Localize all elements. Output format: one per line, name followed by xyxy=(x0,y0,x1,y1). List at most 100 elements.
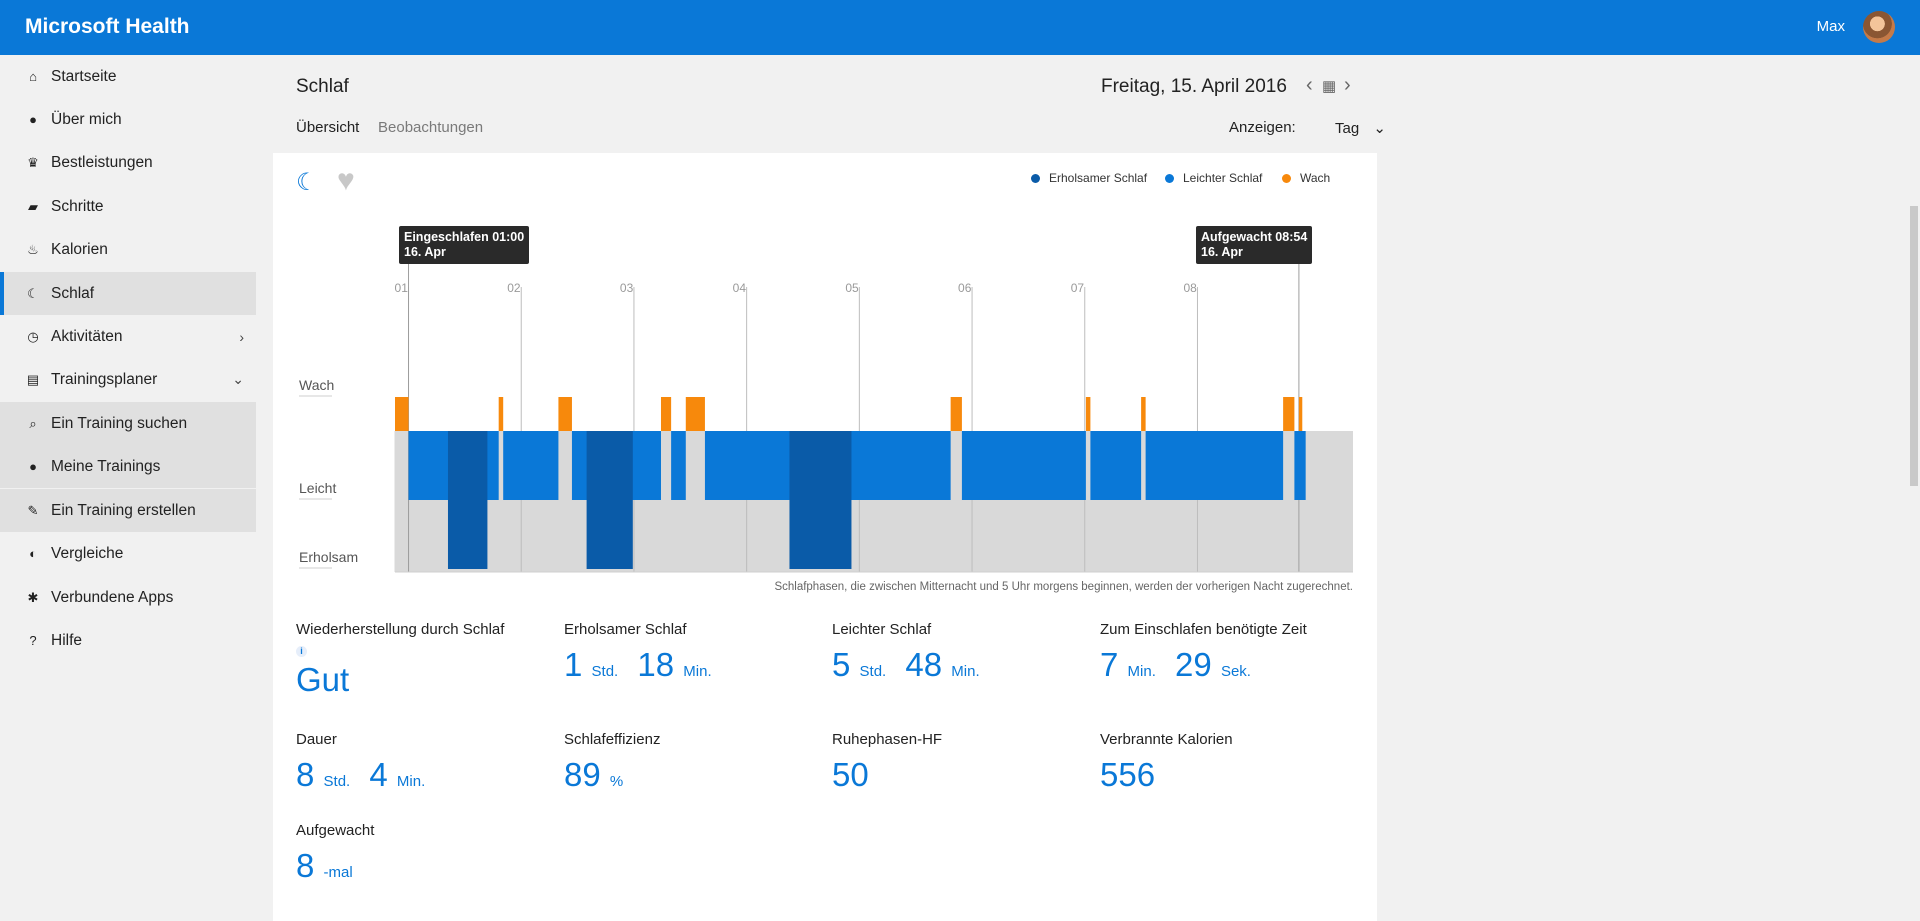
heart-icon[interactable]: ♥ xyxy=(337,164,355,197)
shoe-icon: ▰ xyxy=(28,198,38,214)
search-icon: ⌕ xyxy=(29,415,37,431)
home-icon: ⌂ xyxy=(29,69,37,84)
stat-label: Ruhephasen-HF xyxy=(832,731,943,748)
chevron-left-icon[interactable]: ‹ xyxy=(1306,74,1313,96)
sidebar-item-training-erstellen[interactable]: ✎ Ein Training erstellen xyxy=(0,489,256,532)
tab-overview[interactable]: Übersicht xyxy=(296,119,360,136)
awake-segment xyxy=(950,397,962,431)
moon-icon[interactable]: ☾ xyxy=(296,169,318,196)
stat-label: Schlafeffizienz xyxy=(564,731,661,748)
hour-tick-label: 01 xyxy=(395,281,409,295)
stat-hours: 5 xyxy=(832,646,851,683)
stat-hours-unit: Std. xyxy=(323,773,351,790)
sidebar-item-label: Schlaf xyxy=(51,284,95,302)
chevron-right-icon[interactable]: › xyxy=(239,328,244,345)
stat-label: Wiederherstellung durch Schlaf xyxy=(296,621,505,638)
legend-dot xyxy=(1282,173,1291,183)
flame-icon: ♨ xyxy=(27,241,39,257)
stat-minutes: 7 xyxy=(1100,646,1119,683)
awake-segment xyxy=(558,397,572,431)
sidebar-item-label: Hilfe xyxy=(51,631,83,649)
sidebar-item-kalorien[interactable]: ♨ Kalorien xyxy=(0,228,256,271)
awake-segment xyxy=(660,397,672,431)
legend-dot xyxy=(1165,173,1174,183)
sidebar-item-ueber-mich[interactable]: ● Über mich xyxy=(0,98,256,141)
stat-minutes: 18 xyxy=(637,646,675,683)
scrollbar-thumb[interactable] xyxy=(1910,206,1918,486)
sidebar-item-schritte[interactable]: ▰ Schritte xyxy=(0,185,256,228)
sidebar-item-aktivitaeten[interactable]: ◷ Aktivitäten › xyxy=(0,315,256,358)
view-label: Anzeigen: xyxy=(1229,119,1296,136)
legend-label: Erholsamer Schlaf xyxy=(1049,171,1148,185)
sidebar-item-vergleiche[interactable]: ◐ Vergleiche xyxy=(0,532,256,575)
awake-segment xyxy=(685,397,705,431)
tooltip-line1: Aufgewacht 08:54 xyxy=(1201,230,1308,244)
legend-awake: Wach xyxy=(1282,171,1330,185)
stat-value: 89 xyxy=(564,756,601,793)
page-title: Schlaf xyxy=(296,76,349,97)
sidebar-item-schlaf[interactable]: ☾ Schlaf xyxy=(0,272,256,315)
sidebar-item-verbundene-apps[interactable]: ✱ Verbundene Apps xyxy=(0,576,256,619)
moon-icon: ☾ xyxy=(27,285,39,301)
tab-observations[interactable]: Beobachtungen xyxy=(378,119,484,136)
trophy-icon: ♛ xyxy=(27,154,39,170)
awake-segment xyxy=(498,397,504,431)
sidebar-item-hilfe[interactable]: ? Hilfe xyxy=(0,619,256,662)
awake-segment xyxy=(1085,397,1091,431)
avatar[interactable] xyxy=(1863,11,1895,43)
stat-unit: % xyxy=(609,773,624,790)
scrollbar[interactable] xyxy=(1908,153,1920,921)
chevron-down-icon[interactable]: ⌄ xyxy=(232,371,244,387)
info-icon[interactable]: i xyxy=(296,646,307,657)
stopwatch-icon: ◷ xyxy=(27,328,39,344)
app-title[interactable]: Microsoft Health xyxy=(25,15,190,38)
compare-icon: ◐ xyxy=(29,546,37,561)
sidebar-item-meine-trainings[interactable]: ● Meine Trainings xyxy=(0,445,256,488)
sidebar-item-startseite[interactable]: ⌂ Startseite xyxy=(0,55,256,98)
row-label: Leicht xyxy=(299,480,336,496)
stat-calories: Verbrannte Kalorien 556 xyxy=(1100,731,1233,794)
sidebar-item-label: Verbundene Apps xyxy=(51,588,174,606)
sidebar-item-label: Kalorien xyxy=(51,240,108,258)
sidebar-item-training-suchen[interactable]: ⌕ Ein Training suchen xyxy=(0,402,256,445)
stat-label: Verbrannte Kalorien xyxy=(1100,731,1233,748)
row-label: Wach xyxy=(299,377,334,393)
user-name[interactable]: Max xyxy=(1816,18,1845,35)
sidebar-item-bestleistungen[interactable]: ♛ Bestleistungen xyxy=(0,141,256,184)
light-sleep-segment xyxy=(671,431,686,500)
stat-minutes: 4 xyxy=(369,756,388,793)
chevron-right-icon[interactable]: › xyxy=(1344,74,1351,96)
calendar-icon[interactable]: ▦ xyxy=(1322,78,1337,95)
stat-fall-asleep: Zum Einschlafen benötigte Zeit 7 Min. 29… xyxy=(1100,621,1307,684)
stat-label: Dauer xyxy=(296,731,337,748)
sidebar-item-label: Startseite xyxy=(51,67,117,85)
stat-light: Leichter Schlaf 5 Std. 48 Min. xyxy=(832,621,990,684)
stat-hours-unit: Std. xyxy=(591,663,619,680)
stat-efficiency: Schlafeffizienz 89 % xyxy=(564,731,660,794)
restful-sleep-segment xyxy=(586,431,633,569)
stat-recovery: Wiederherstellung durch Schlaf i Gut xyxy=(296,621,504,699)
sidebar-item-trainingsplaner[interactable]: ▤ Trainingsplaner ⌄ xyxy=(0,358,256,401)
light-sleep-segment xyxy=(961,431,1086,500)
view-select-value: Tag xyxy=(1335,120,1360,137)
awake-segment xyxy=(1141,397,1146,431)
sidebar: ⌂ Startseite ● Über mich ♛ Bestleistunge… xyxy=(0,55,256,921)
sidebar-item-label: Vergleiche xyxy=(51,544,124,562)
sidebar-item-label: Aktivitäten xyxy=(51,327,123,345)
view-select[interactable]: Tag ⌄ xyxy=(1335,119,1386,137)
hour-tick-label: 04 xyxy=(733,281,747,295)
legend-restful: Erholsamer Schlaf xyxy=(1031,171,1147,185)
stat-minutes: 48 xyxy=(905,646,943,683)
chevron-down-icon: ⌄ xyxy=(1373,120,1386,137)
stat-seconds: 29 xyxy=(1175,646,1212,683)
apps-icon: ✱ xyxy=(27,589,39,605)
stat-label: Erholsamer Schlaf xyxy=(564,621,687,638)
stat-minutes-unit: Min. xyxy=(951,663,980,680)
stat-duration: Dauer 8 Std. 4 Min. xyxy=(296,731,435,794)
stat-unit: -mal xyxy=(323,864,353,881)
tooltip-line1: Eingeschlafen 01:00 xyxy=(404,230,525,244)
stat-hours: 1 xyxy=(564,646,583,683)
tooltip-woke-up: Aufgewacht 08:54 16. Apr xyxy=(1196,226,1313,264)
legend-label: Wach xyxy=(1300,171,1331,185)
wrench-icon: ✎ xyxy=(27,502,39,518)
